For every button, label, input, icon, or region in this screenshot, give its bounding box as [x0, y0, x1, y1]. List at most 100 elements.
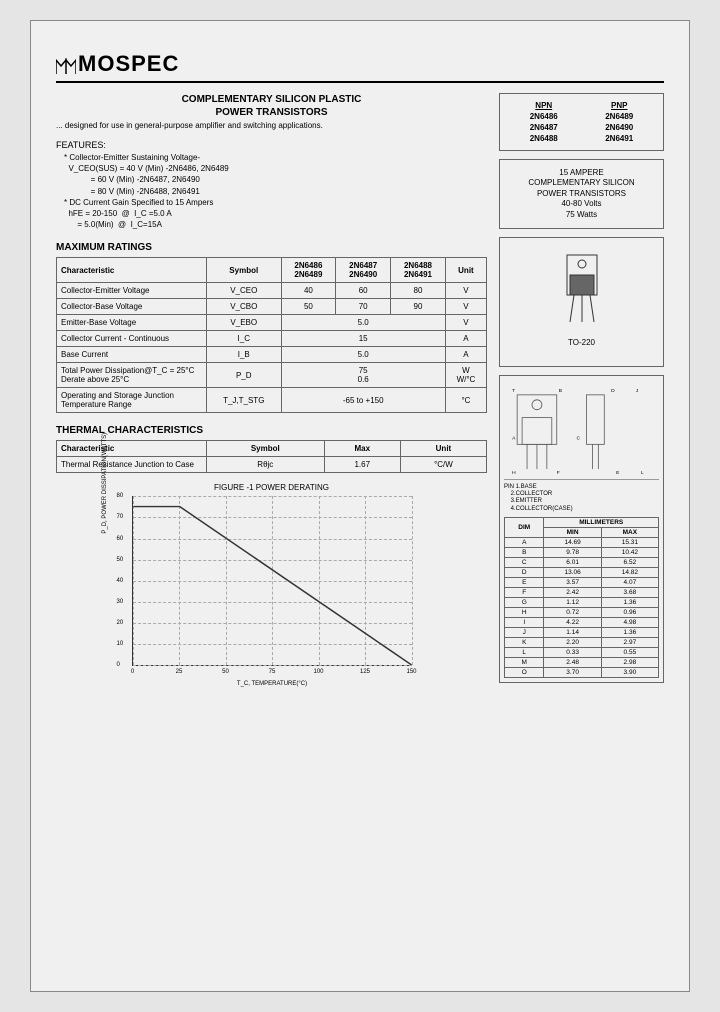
thermal-table: CharacteristicSymbolMaxUnitThermal Resis… [56, 440, 487, 473]
table-cell: 2.97 [601, 637, 658, 647]
table-cell: 2.48 [544, 657, 601, 667]
datasheet-page: MOSPEC COMPLEMENTARY SILICON PLASTIC POW… [30, 20, 690, 992]
col-header: MIN [544, 527, 601, 537]
table-cell: 1.14 [544, 627, 601, 637]
table-row: Collector Current - ContinuousI_C15A [57, 331, 487, 347]
table-row: C6.016.52 [505, 557, 659, 567]
xtick-label: 150 [406, 669, 416, 675]
table-row: 2N64872N6490 [506, 122, 657, 133]
table-row: B9.7810.42 [505, 547, 659, 557]
feature-line: * Collector-Emitter Sustaining Voltage- [64, 152, 487, 163]
table-cell: Collector-Emitter Voltage [57, 283, 207, 299]
chart-line-layer [133, 496, 412, 665]
table-cell: D [505, 567, 544, 577]
col-header: Max [324, 441, 400, 457]
part-number: 2N6488 [506, 133, 582, 144]
table-row: L0.330.55 [505, 647, 659, 657]
ytick-label: 40 [117, 578, 124, 584]
table-cell: 6.52 [601, 557, 658, 567]
col-header: 2N6486 2N6489 [281, 258, 336, 283]
table-cell: V [445, 299, 486, 315]
max-ratings-header: MAXIMUM RATINGS [56, 242, 487, 253]
table-cell: 13.06 [544, 567, 601, 577]
table-cell: Collector-Base Voltage [57, 299, 207, 315]
max-ratings-table: CharacteristicSymbol2N6486 2N64892N6487 … [56, 257, 487, 413]
desc-l5: 75 Watts [508, 210, 655, 220]
table-cell: Rθjc [207, 457, 325, 473]
col-header: Symbol [207, 258, 282, 283]
desc-l3: POWER TRANSISTORS [508, 189, 655, 199]
subtitle: ... designed for use in general-purpose … [56, 121, 487, 130]
table-row: M2.482.98 [505, 657, 659, 667]
package-box: TO-220 [499, 237, 664, 367]
table-row: O3.703.90 [505, 667, 659, 677]
svg-text:B: B [559, 388, 563, 394]
features-header: FEATURES: [56, 140, 487, 150]
table-cell: 15 [281, 331, 445, 347]
table-cell: I [505, 617, 544, 627]
part-number: 2N6491 [582, 133, 658, 144]
svg-text:D: D [611, 388, 615, 394]
table-cell: I_C [207, 331, 282, 347]
dimensions-table: DIMMILLIMETERSMINMAXA14.6915.31B9.7810.4… [504, 517, 659, 678]
dimensions-box: TB DJ AC HF EL PIN 1.BASE 2.COLLECTOR 3.… [499, 375, 664, 683]
title-line1: COMPLEMENTARY SILICON PLASTIC [56, 93, 487, 106]
table-cell: 3.68 [601, 587, 658, 597]
dimension-diagram: TB DJ AC HF EL [504, 380, 659, 480]
dim-diagram-icon: TB DJ AC HF EL [504, 380, 659, 479]
table-cell: F [505, 587, 544, 597]
table-cell: 3.90 [601, 667, 658, 677]
table-cell: Emitter-Base Voltage [57, 315, 207, 331]
title-line2: POWER TRANSISTORS [56, 106, 487, 119]
table-row: Thermal Resistance Junction to CaseRθjc1… [57, 457, 487, 473]
col-header: Unit [400, 441, 486, 457]
col-header: MILLIMETERS [544, 517, 659, 527]
table-cell: A [505, 537, 544, 547]
table-cell: 4.98 [601, 617, 658, 627]
table-row: G1.121.36 [505, 597, 659, 607]
right-column: NPNPNP2N64862N64892N64872N64902N64882N64… [499, 93, 664, 683]
table-cell: 2.20 [544, 637, 601, 647]
table-cell: -65 to +150 [281, 388, 445, 413]
table-cell: G [505, 597, 544, 607]
table-cell: 3.70 [544, 667, 601, 677]
table-row: 2N64882N6491 [506, 133, 657, 144]
table-row: A14.6915.31 [505, 537, 659, 547]
table-cell: A [445, 347, 486, 363]
part-number: 2N6489 [582, 111, 658, 122]
ytick-label: 20 [117, 620, 124, 626]
ytick-label: 10 [117, 641, 124, 647]
col-header: Characteristic [57, 258, 207, 283]
table-cell: B [505, 547, 544, 557]
table-row: E3.574.07 [505, 577, 659, 587]
table-cell: 1.12 [544, 597, 601, 607]
table-cell: 4.07 [601, 577, 658, 587]
table-cell: O [505, 667, 544, 677]
table-row: Collector-Base VoltageV_CBO507090V [57, 299, 487, 315]
col-header: Unit [445, 258, 486, 283]
svg-text:J: J [636, 388, 639, 394]
col-header: PNP [582, 100, 658, 111]
mospec-icon [56, 56, 76, 74]
col-header: DIM [505, 517, 544, 537]
table-cell: 0.96 [601, 607, 658, 617]
svg-text:C: C [577, 435, 581, 441]
table-cell: 75 0.6 [281, 363, 445, 388]
xtick-label: 125 [360, 669, 370, 675]
table-cell: 4.22 [544, 617, 601, 627]
table-cell: 90 [391, 299, 446, 315]
svg-text:A: A [512, 435, 516, 441]
col-header: 2N6488 2N6491 [391, 258, 446, 283]
table-cell: 1.36 [601, 627, 658, 637]
description-box: 15 AMPERE COMPLEMENTARY SILICON POWER TR… [499, 159, 664, 229]
ytick-label: 0 [117, 662, 120, 668]
table-cell: 9.78 [544, 547, 601, 557]
table-cell: Collector Current - Continuous [57, 331, 207, 347]
table-cell: T_J,T_STG [207, 388, 282, 413]
table-row: J1.141.36 [505, 627, 659, 637]
col-header: NPN [506, 100, 582, 111]
thermal-header: THERMAL CHARACTERISTICS [56, 425, 487, 436]
feature-line: = 80 V (Min) -2N6488, 2N6491 [64, 186, 487, 197]
part-numbers-table: NPNPNP2N64862N64892N64872N64902N64882N64… [506, 100, 657, 144]
chart-xlabel: T_C, TEMPERATURE(°C) [237, 681, 307, 687]
